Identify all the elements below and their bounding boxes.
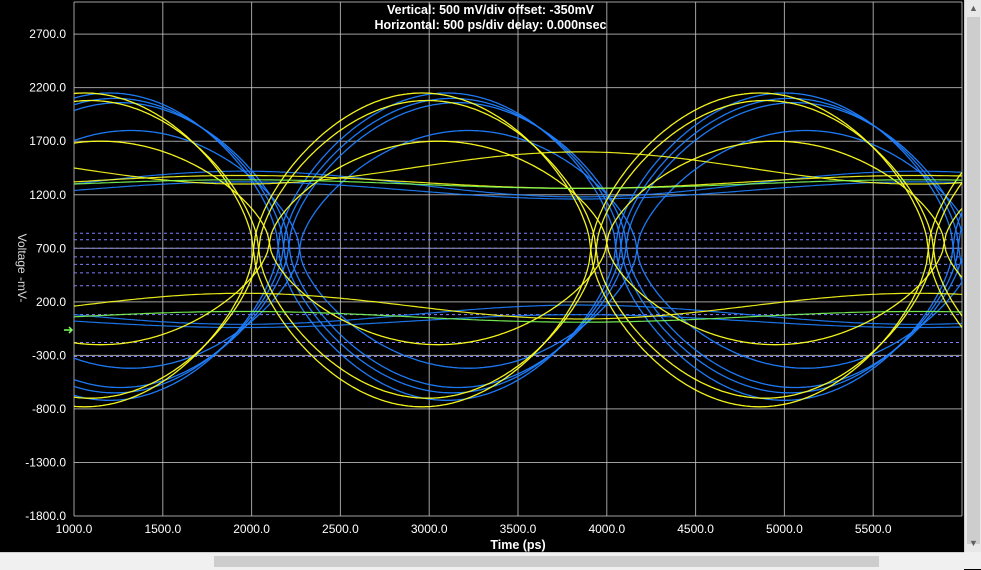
y-axis-label: Voltage -mV-	[15, 234, 29, 303]
y-tick-label: -300.0	[32, 348, 66, 362]
x-tick-label: 1500.0	[144, 522, 181, 536]
x-tick-label: 2000.0	[233, 522, 270, 536]
x-tick-label: 4000.0	[588, 522, 625, 536]
x-tick-label: 5500.0	[855, 522, 892, 536]
x-tick-label: 4500.0	[677, 522, 714, 536]
x-tick-label: 2500.0	[322, 522, 359, 536]
waveform-trace	[73, 129, 963, 369]
steady-state-trace	[73, 151, 963, 185]
x-tick-label: 3500.0	[500, 522, 537, 536]
waveform-trace	[73, 140, 963, 346]
x-axis-label: Time (ps)	[490, 538, 545, 552]
waveform-trace	[73, 92, 963, 408]
y-tick-label: -1800.0	[25, 509, 66, 523]
waveform-trace	[73, 92, 963, 402]
waveform-trace	[73, 102, 963, 389]
waveform-trace	[73, 99, 963, 399]
x-tick-label: 5000.0	[766, 522, 803, 536]
horizontal-settings-readout: Horizontal: 500 ps/div delay: 0.000nsec	[374, 18, 607, 32]
vertical-scroll-thumb[interactable]	[967, 17, 980, 544]
tick-labels: 1000.0 1500.0 2000.0 2500.0 3000.0 3500.0 4000…	[25, 27, 892, 536]
y-tick-label: -1300.0	[25, 455, 66, 469]
scroll-up-icon[interactable]: ▲	[969, 3, 978, 13]
vertical-scrollbar[interactable]: ▲ ▼	[964, 0, 981, 569]
grid	[73, 1, 963, 517]
horizontal-scrollbar[interactable]	[0, 552, 964, 570]
waveform-trace	[73, 102, 963, 389]
vertical-settings-readout: Vertical: 500 mV/div offset: -350mV	[386, 3, 595, 17]
y-tick-label: 200.0	[36, 295, 66, 309]
x-tick-label: 3000.0	[411, 522, 448, 536]
y-tick-label: -800.0	[32, 402, 66, 416]
steady-state-trace	[73, 310, 962, 323]
waveform-traces	[73, 92, 963, 408]
waveform-trace	[73, 140, 963, 346]
waveform-trace	[73, 97, 963, 394]
y-tick-label: 1700.0	[29, 134, 66, 148]
scrollbar-corner	[964, 552, 981, 569]
reference-levels	[74, 232, 962, 357]
waveform-trace	[73, 99, 963, 399]
scroll-down-icon[interactable]: ▼	[969, 538, 978, 548]
steady-state-trace	[73, 292, 963, 320]
horizontal-scroll-thumb[interactable]	[214, 556, 879, 567]
waveform-trace	[73, 129, 963, 369]
y-tick-label: 700.0	[36, 241, 66, 255]
y-tick-label: 2200.0	[29, 81, 66, 95]
y-tick-label: 1200.0	[29, 188, 66, 202]
steady-state-trace	[73, 179, 962, 189]
ground-marker-icon	[64, 326, 74, 334]
x-tick-label: 1000.0	[56, 522, 93, 536]
y-tick-label: 2700.0	[29, 27, 66, 41]
